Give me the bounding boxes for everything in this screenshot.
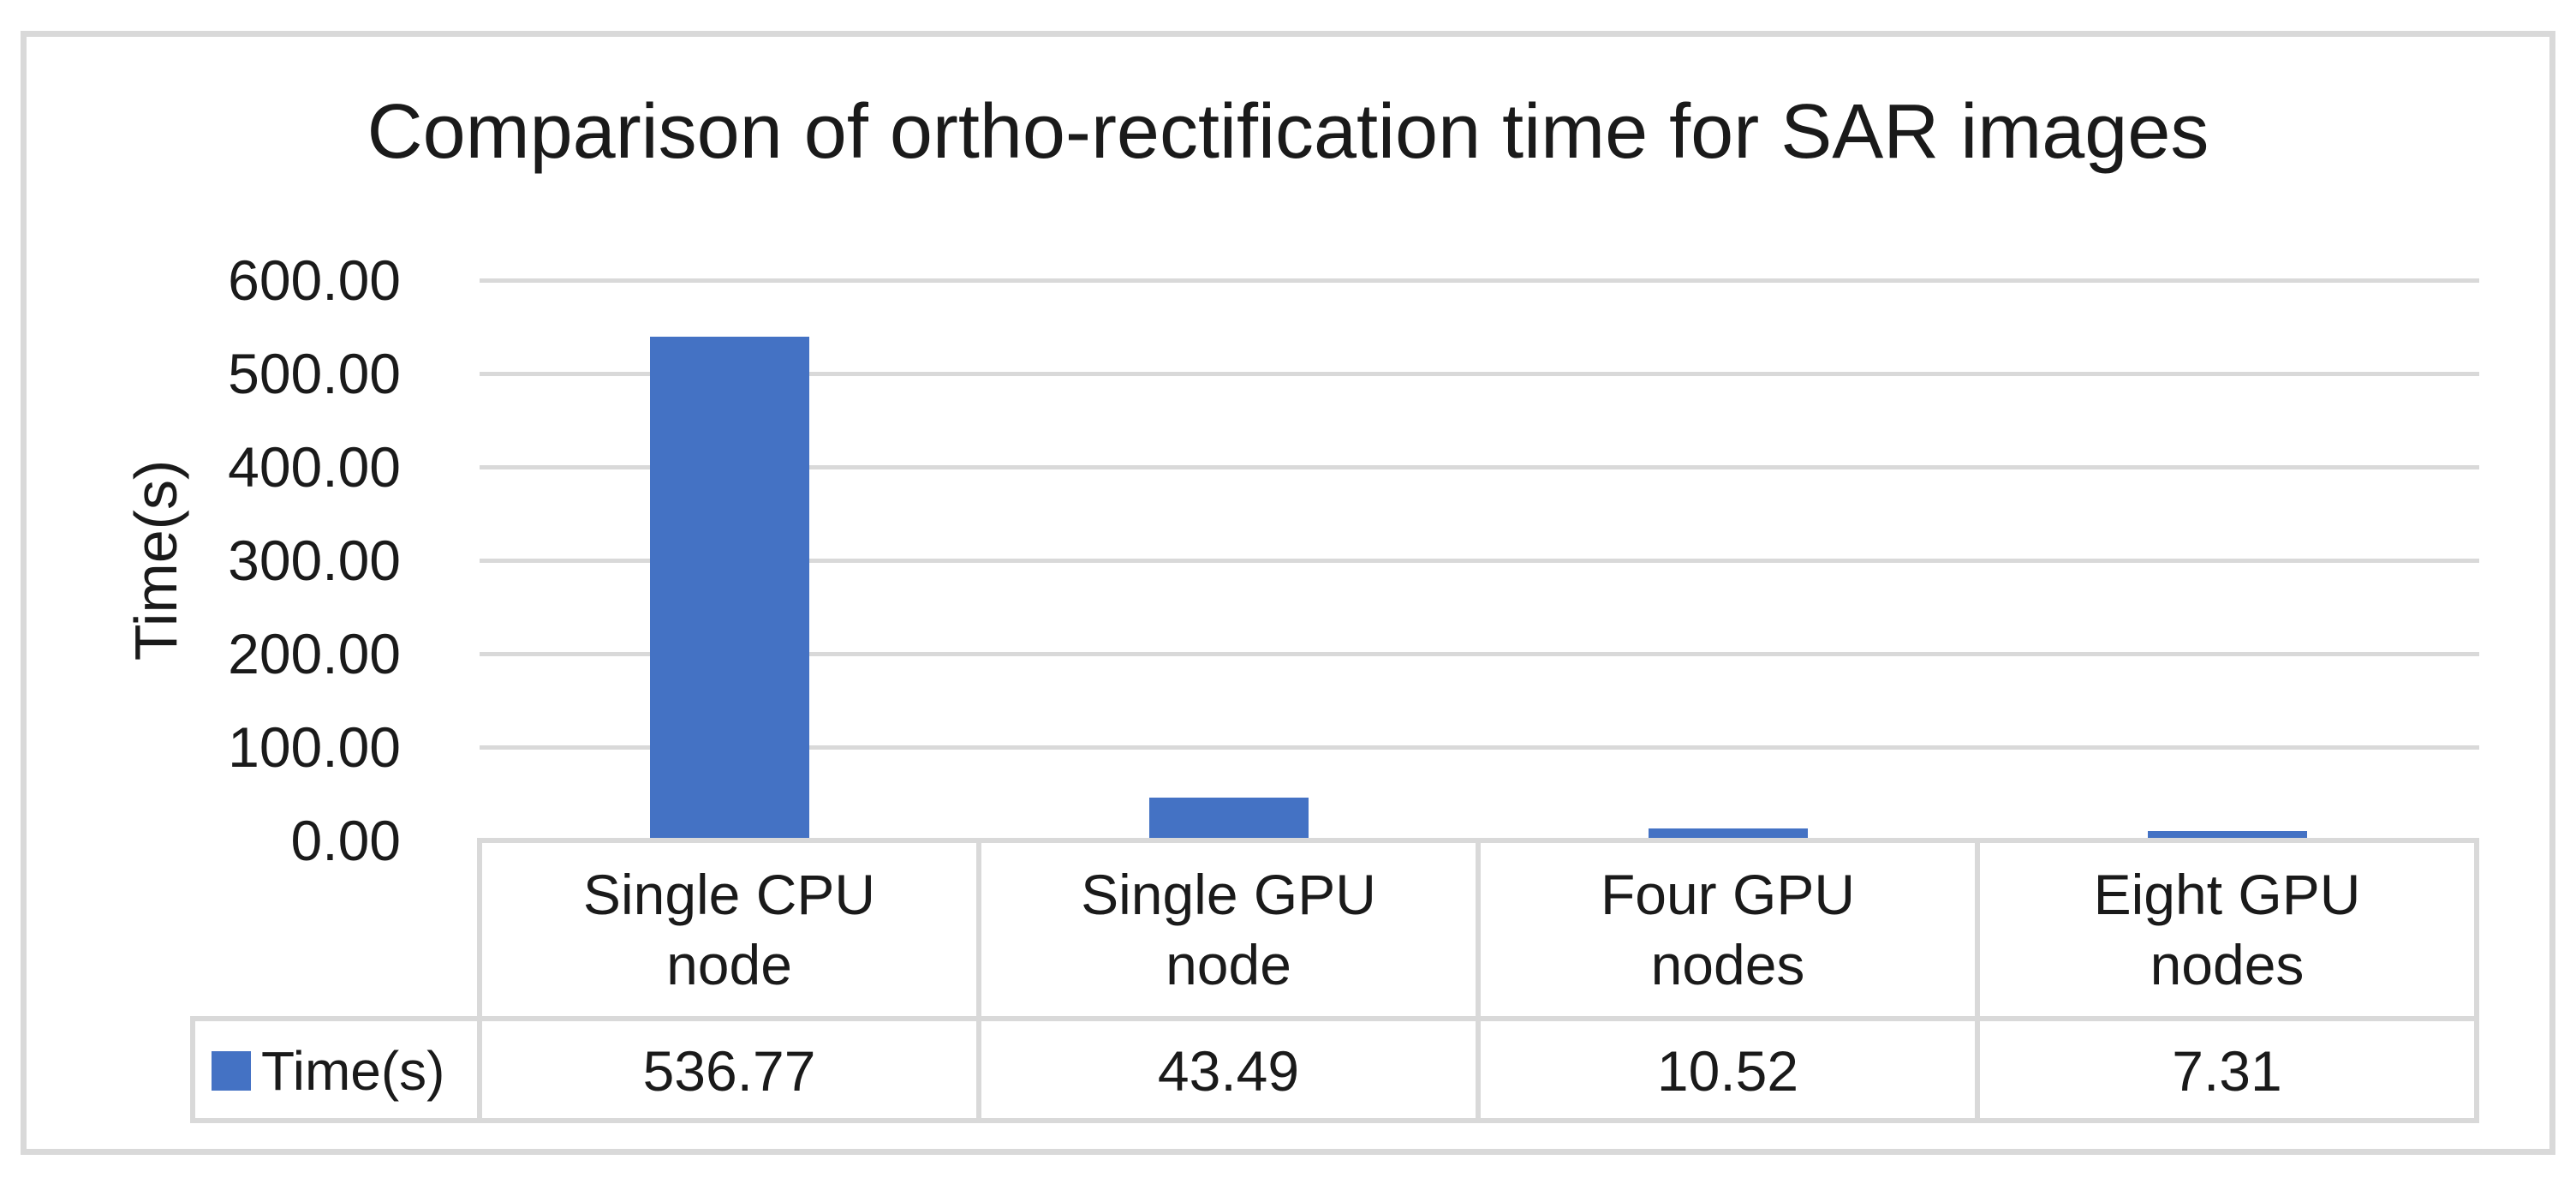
table-column-border <box>2474 838 2479 1123</box>
gridline <box>480 278 2479 283</box>
category-label: Single CPU node <box>582 862 876 997</box>
gridline <box>480 745 2479 750</box>
chart-title: Comparison of ortho-rectification time f… <box>367 89 2209 175</box>
table-column-border <box>976 838 981 1123</box>
gridline <box>480 465 2479 469</box>
table-bottom-border <box>190 1118 2479 1123</box>
bar <box>1648 828 1808 838</box>
category-label: Four GPU nodes <box>1600 862 1856 997</box>
legend-label: Time(s) <box>261 1040 445 1102</box>
bar <box>649 336 809 838</box>
value-cell: 7.31 <box>2172 1039 2282 1103</box>
y-axis-tick-label: 300.00 <box>228 529 401 592</box>
bar <box>1148 797 1309 838</box>
value-cell: 536.77 <box>642 1039 816 1103</box>
gridline <box>480 372 2479 376</box>
category-label: Single GPU node <box>1081 862 1376 997</box>
category-label: Eight GPU nodes <box>2093 862 2361 997</box>
chart-frame <box>21 31 2555 1155</box>
legend-cell-left-border <box>190 1016 195 1123</box>
bar <box>2147 831 2307 838</box>
y-axis-tick-label: 0.00 <box>290 809 401 872</box>
gridline <box>480 559 2479 563</box>
gridline <box>480 652 2479 656</box>
table-column-border <box>1476 838 1481 1123</box>
category-header-cell: Single CPU node <box>482 846 976 1014</box>
table-column-border <box>1975 838 1980 1123</box>
y-axis-tick-label: 200.00 <box>228 622 401 685</box>
value-cell: 43.49 <box>1157 1039 1300 1103</box>
y-axis-tick-label: 500.00 <box>228 342 401 405</box>
y-axis-tick-label: 100.00 <box>228 715 401 779</box>
table-row-divider <box>190 1016 2479 1021</box>
y-axis-tick-label: 400.00 <box>228 435 401 499</box>
table-column-border <box>477 838 482 1123</box>
category-header-cell: Four GPU nodes <box>1481 846 1975 1014</box>
category-header-cell: Eight GPU nodes <box>1980 846 2474 1014</box>
legend-swatch-icon <box>212 1051 251 1091</box>
y-axis-tick-label: 600.00 <box>228 248 401 312</box>
category-header-cell: Single GPU node <box>981 846 1476 1014</box>
value-cell: 10.52 <box>1656 1039 1799 1103</box>
legend-cell: Time(s) <box>198 1024 474 1118</box>
